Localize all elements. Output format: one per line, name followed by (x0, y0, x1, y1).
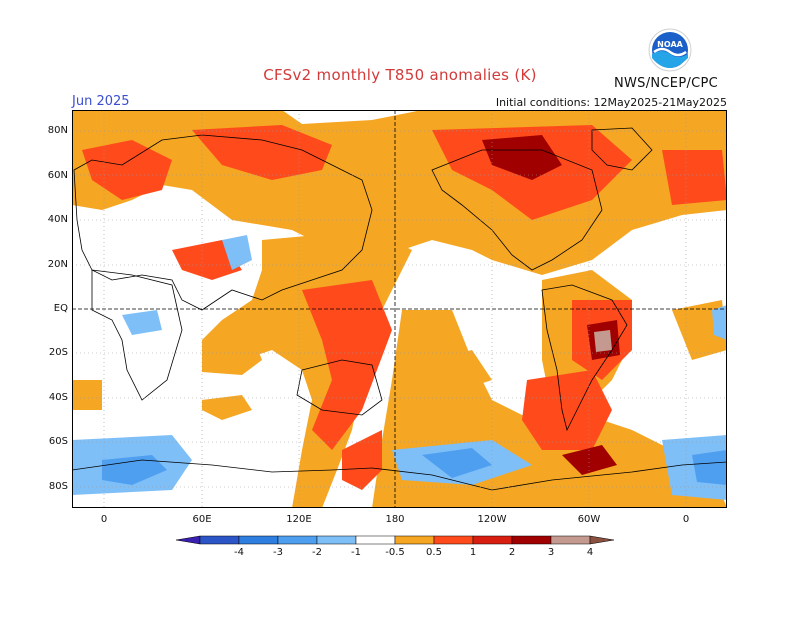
colorbar-cell (199, 535, 240, 545)
chart-title: CFSv2 monthly T850 anomalies (K) (263, 66, 537, 84)
colorbar-cell (277, 535, 318, 545)
colorbar-label: 1 (469, 547, 477, 558)
lon-label-120w: 120W (477, 514, 507, 525)
colorbar-label: 2 (508, 547, 516, 558)
colorbar-cell-low-end (175, 535, 201, 545)
initial-conditions-label: Initial conditions: 12May2025-21May2025 (495, 96, 727, 109)
colorbar-cell (316, 535, 357, 545)
anomaly-warm-level-5 (594, 330, 612, 352)
lat-label-40s: 40S (48, 392, 68, 403)
lon-label-60w: 60W (577, 514, 601, 525)
lat-label-60n: 60N (47, 170, 68, 181)
lat-label-eq: EQ (53, 303, 68, 314)
noaa-logo: NOAA (648, 28, 692, 72)
lon-label-0-right: 0 (682, 514, 690, 525)
colorbar-cell-high-end (589, 535, 615, 545)
lat-label-80n: 80N (47, 125, 68, 136)
colorbar-label: -3 (273, 547, 283, 558)
anomaly-cool-level-2 (102, 448, 727, 485)
colorbar-cell (355, 535, 396, 545)
lon-label-180: 180 (385, 514, 405, 525)
lat-label-60s: 60S (48, 436, 68, 447)
colorbar-cell (433, 535, 474, 545)
anomaly-warm-level-4 (482, 135, 620, 475)
colorbar-label: 3 (547, 547, 555, 558)
agency-label: NWS/NCEP/CPC (614, 76, 719, 91)
logo-text: NOAA (657, 40, 683, 49)
colorbar-cell (238, 535, 279, 545)
anomaly-map (72, 110, 727, 508)
lat-label-40n: 40N (47, 214, 68, 225)
colorbar-label: 4 (586, 547, 594, 558)
lat-label-80s: 80S (48, 481, 68, 492)
colorbar-label: -0.5 (385, 547, 405, 558)
lon-label-0-left: 0 (100, 514, 108, 525)
anomaly-warm-level-2 (82, 125, 727, 490)
colorbar-label: -1 (351, 547, 361, 558)
lon-label-60e: 60E (192, 514, 212, 525)
colorbar (175, 535, 615, 545)
colorbar-label: -2 (312, 547, 322, 558)
colorbar-cell (550, 535, 591, 545)
colorbar-cells (175, 535, 615, 545)
lat-label-20n: 20N (47, 259, 68, 270)
coastlines (72, 127, 727, 491)
colorbar-label: 0.5 (426, 547, 442, 558)
colorbar-cell (511, 535, 552, 545)
lon-label-120e: 120E (286, 514, 312, 525)
lat-label-20s: 20S (48, 347, 68, 358)
map-frame (72, 110, 727, 508)
colorbar-label: -4 (234, 547, 244, 558)
colorbar-cell (472, 535, 513, 545)
colorbar-cell (394, 535, 435, 545)
month-label: Jun 2025 (72, 94, 130, 109)
